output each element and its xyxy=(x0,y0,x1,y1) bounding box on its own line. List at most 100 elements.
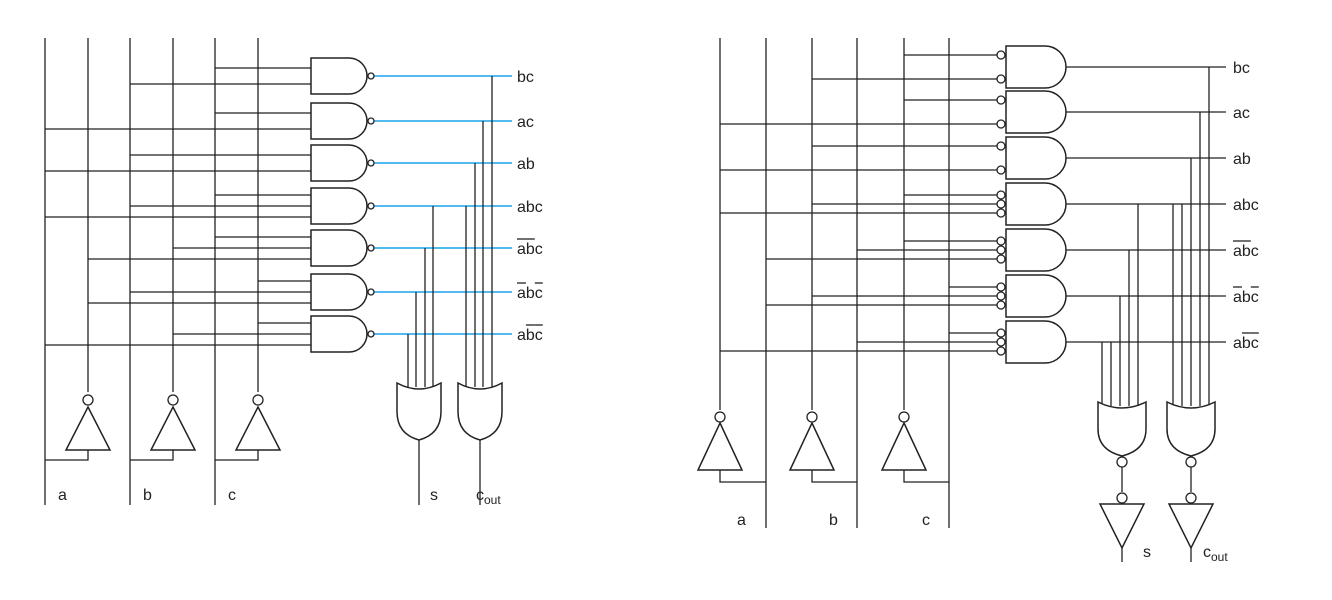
left-gate-4-output-bubble xyxy=(367,202,375,210)
left-gates xyxy=(64,57,503,451)
left-gate-6-output-bubble xyxy=(367,288,375,296)
right-gate-2-input-2-bubble xyxy=(996,119,1006,129)
right-gate-3-input-1-bubble xyxy=(996,141,1006,151)
left-minterm-labels: bc ac ab abc abc abc abc xyxy=(517,69,543,344)
left-input-b-label: b xyxy=(143,487,152,504)
right-nor-gate-s xyxy=(1097,400,1147,457)
right-input-a-label: a xyxy=(737,512,746,529)
left-inverter-b-bubble xyxy=(167,394,179,406)
right-nor-cout-output-bubble xyxy=(1185,456,1197,468)
right-nand-gate-5 xyxy=(1005,228,1067,272)
right-minterm-6: abc xyxy=(1233,289,1259,306)
right-gate-5-input-1-bubble xyxy=(996,236,1006,246)
right-inverter-c-bubble xyxy=(898,411,910,423)
left-output-s-label: s xyxy=(430,487,438,504)
left-input-a-label: a xyxy=(58,487,67,504)
right-minterm-4: abc xyxy=(1233,197,1259,214)
right-gate-4-input-2-bubble xyxy=(996,199,1006,209)
right-inverter-a xyxy=(696,421,744,471)
right-gate-1-input-2-bubble xyxy=(996,74,1006,84)
left-inverter-c-bubble xyxy=(252,394,264,406)
right-cout-main: c xyxy=(1203,544,1211,561)
left-input-c-label: c xyxy=(228,487,236,504)
left-inverter-a xyxy=(64,405,112,451)
right-gate-5-input-3-bubble xyxy=(996,254,1006,264)
left-output-cout-label: cout xyxy=(476,487,501,507)
left-minterm-1: bc xyxy=(517,69,534,86)
left-and-gate-1 xyxy=(310,57,368,95)
right-output-s-label: s xyxy=(1143,544,1151,561)
right-inverter-a-bubble xyxy=(714,411,726,423)
right-output-cout-label: cout xyxy=(1203,544,1228,564)
right-minterm-2: ac xyxy=(1233,105,1250,122)
left-cout-sub: out xyxy=(484,493,501,507)
right-cout-buffer-bubble xyxy=(1185,492,1197,504)
left-minterm-2: ac xyxy=(517,114,534,131)
right-s-buffer-bubble xyxy=(1116,492,1128,504)
left-gate-7-output-bubble xyxy=(367,330,375,338)
right-gate-7-input-3-bubble xyxy=(996,346,1006,356)
left-cout-main: c xyxy=(476,487,484,504)
right-nand-gate-7 xyxy=(1005,320,1067,364)
right-inverter-c xyxy=(880,421,928,471)
left-and-gate-6 xyxy=(310,273,368,311)
left-or-gate-cout xyxy=(457,381,503,441)
right-gate-7-input-1-bubble xyxy=(996,328,1006,338)
left-minterm-5: abc xyxy=(517,241,543,258)
left-inverter-a-input-wire xyxy=(45,450,89,461)
right-inverter-b-bubble xyxy=(806,411,818,423)
left-gate-3-output-bubble xyxy=(367,159,375,167)
right-minterm-1: bc xyxy=(1233,60,1250,77)
left-minterm-6: abc xyxy=(517,285,543,302)
left-and-gate-7 xyxy=(310,315,368,353)
right-input-c-label: c xyxy=(922,512,930,529)
right-minterm-5: abc xyxy=(1233,243,1259,260)
right-gate-6-input-2-bubble xyxy=(996,291,1006,301)
left-wiring xyxy=(44,38,512,505)
right-nand-gate-1 xyxy=(1005,45,1067,89)
left-and-gate-5 xyxy=(310,229,368,267)
right-input-b-label: b xyxy=(829,512,838,529)
right-gate-1-input-1-bubble xyxy=(996,50,1006,60)
right-inverter-b xyxy=(788,421,836,471)
left-minterm-7: abc xyxy=(517,327,543,344)
left-gate-1-output-bubble xyxy=(367,72,375,80)
right-nand-gate-2 xyxy=(1005,90,1067,134)
right-minterm-7: abc xyxy=(1233,335,1259,352)
right-gate-6-input-3-bubble xyxy=(996,300,1006,310)
left-gate-5-output-bubble xyxy=(367,244,375,252)
left-inverter-c-input-wire xyxy=(215,450,259,461)
right-cout-sub: out xyxy=(1211,550,1228,564)
left-and-gate-2 xyxy=(310,102,368,140)
left-minterm-4: abc xyxy=(517,199,543,216)
left-inverter-b xyxy=(149,405,197,451)
right-nand-gate-6 xyxy=(1005,274,1067,318)
right-gate-6-input-1-bubble xyxy=(996,282,1006,292)
right-inverter-c-input-wire xyxy=(903,470,949,483)
right-nand-gate-4 xyxy=(1005,182,1067,226)
right-gate-4-input-1-bubble xyxy=(996,190,1006,200)
left-inverter-a-bubble xyxy=(82,394,94,406)
right-gate-2-input-1-bubble xyxy=(996,95,1006,105)
right-gate-7-input-2-bubble xyxy=(996,337,1006,347)
right-inverter-b-input-wire xyxy=(811,470,857,483)
right-wiring xyxy=(719,38,1226,562)
left-and-gate-4 xyxy=(310,187,368,225)
left-inverter-b-input-wire xyxy=(130,450,174,461)
left-gate-2-output-bubble xyxy=(367,117,375,125)
right-gate-5-input-2-bubble xyxy=(996,245,1006,255)
right-nand-gate-3 xyxy=(1005,136,1067,180)
left-and-gate-3 xyxy=(310,144,368,182)
right-gates xyxy=(696,45,1216,550)
right-inverter-a-input-wire xyxy=(719,470,766,483)
right-gate-4-input-3-bubble xyxy=(996,208,1006,218)
right-minterm-3: ab xyxy=(1233,151,1251,168)
right-minterm-labels: bc ac ab abc abc abc abc xyxy=(1233,60,1259,352)
right-cout-output-inverter xyxy=(1167,503,1215,550)
right-gate-3-input-2-bubble xyxy=(996,165,1006,175)
left-minterm-3: ab xyxy=(517,156,535,173)
left-or-gate-s xyxy=(396,381,442,441)
